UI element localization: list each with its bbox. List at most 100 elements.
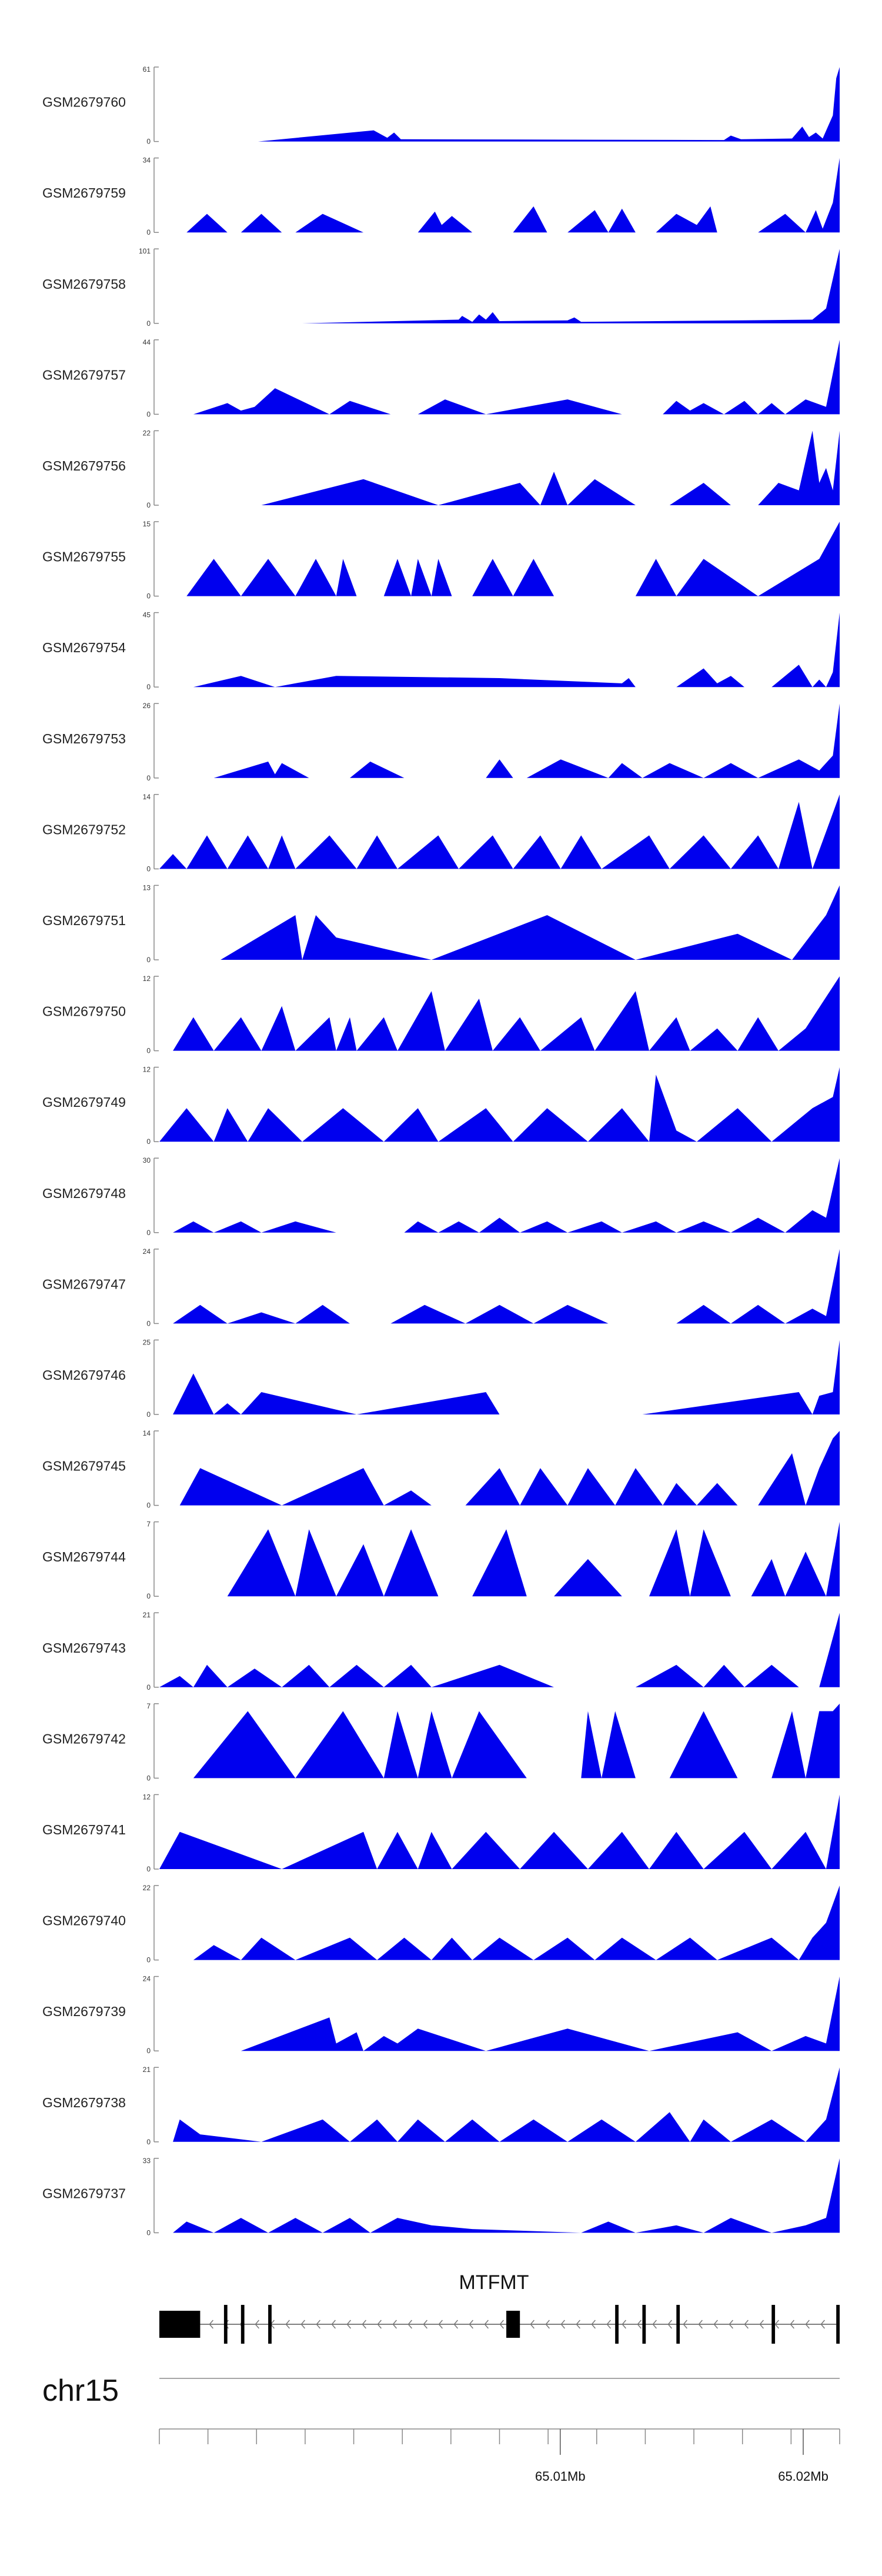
strand-arrow: [729, 2320, 733, 2329]
track-GSM2679742: GSM2679742 7 0: [42, 1702, 840, 1782]
coverage-area: [193, 339, 840, 415]
coverage-area: [159, 1794, 840, 1869]
strand-arrow: [637, 2320, 642, 2329]
ymin-label: 0: [146, 2047, 151, 2055]
ymin-label: 0: [146, 2228, 151, 2237]
ymax-label: 24: [143, 1247, 151, 1256]
strand-arrow: [407, 2320, 412, 2329]
track-GSM2679746: GSM2679746 25 0: [42, 1338, 840, 1419]
ymax-label: 101: [139, 247, 151, 255]
ymin-label: 0: [146, 410, 151, 418]
ymax-label: 45: [143, 611, 151, 619]
sample-label: GSM2679750: [42, 1004, 126, 1019]
coverage-area: [258, 67, 840, 142]
chromosome-track: chr15: [42, 2374, 119, 2408]
strand-arrow: [790, 2320, 794, 2329]
sample-label: GSM2679738: [42, 2095, 126, 2110]
strand-arrow: [820, 2320, 825, 2329]
ymax-label: 22: [143, 1884, 151, 1892]
strand-arrow: [774, 2320, 779, 2329]
track-GSM2679737: GSM2679737 33 0: [42, 2157, 840, 2237]
gene-exon: [159, 2311, 201, 2338]
ymax-label: 21: [143, 2066, 151, 2074]
strand-arrow: [285, 2320, 290, 2329]
strand-arrow: [744, 2320, 749, 2329]
strand-arrow: [698, 2320, 703, 2329]
genome-tick-label: 65.02Mb: [778, 2469, 828, 2484]
ymax-label: 15: [143, 520, 151, 528]
genome-axis: 65.01Mb 65.02Mb: [159, 2378, 840, 2484]
ymax-label: 12: [143, 975, 151, 983]
strand-arrow: [423, 2320, 427, 2329]
ymin-label: 0: [146, 865, 151, 873]
ymin-label: 0: [146, 319, 151, 328]
sample-label: GSM2679746: [42, 1367, 126, 1383]
strand-arrow: [560, 2320, 565, 2329]
coverage-area: [159, 794, 840, 869]
coverage-area: [261, 431, 840, 505]
sample-label: GSM2679759: [42, 185, 126, 201]
strand-arrow: [530, 2320, 534, 2329]
track-GSM2679751: GSM2679751 13 0: [42, 883, 840, 964]
strand-arrow: [713, 2320, 718, 2329]
sample-label: GSM2679751: [42, 913, 126, 928]
track-GSM2679760: GSM2679760 61 0: [42, 65, 840, 146]
coverage-area: [159, 1067, 840, 1142]
ymin-label: 0: [146, 2138, 151, 2146]
sample-label: GSM2679749: [42, 1095, 126, 1110]
ymin-label: 0: [146, 228, 151, 236]
strand-arrow: [346, 2320, 351, 2329]
ymax-label: 14: [143, 793, 151, 801]
gene-exon: [836, 2305, 840, 2344]
coverage-area: [193, 1703, 840, 1778]
ymax-label: 12: [143, 1793, 151, 1801]
sample-label: GSM2679743: [42, 1640, 126, 1656]
genome-tick-label: 65.01Mb: [535, 2469, 586, 2484]
ymin-label: 0: [146, 1683, 151, 1691]
ymin-label: 0: [146, 1956, 151, 1964]
coverage-area: [173, 2067, 840, 2142]
strand-arrow: [438, 2320, 443, 2329]
coverage-area: [159, 1613, 840, 1687]
sample-label: GSM2679744: [42, 1549, 126, 1564]
track-GSM2679756: GSM2679756 22 0: [42, 429, 840, 509]
strand-arrow: [316, 2320, 320, 2329]
sample-label: GSM2679755: [42, 549, 126, 565]
strand-arrow: [300, 2320, 305, 2329]
ymax-label: 61: [143, 65, 151, 74]
strand-arrow: [591, 2320, 596, 2329]
strand-arrow: [545, 2320, 550, 2329]
coverage-area: [227, 1521, 840, 1597]
strand-arrow: [331, 2320, 336, 2329]
coverage-area: [193, 1886, 840, 1960]
ymin-label: 0: [146, 1137, 151, 1146]
gene-exon: [240, 2305, 245, 2344]
sample-label: GSM2679740: [42, 1913, 126, 1928]
ymax-label: 34: [143, 156, 151, 165]
ymin-label: 0: [146, 501, 151, 509]
coverage-area: [186, 158, 840, 233]
strand-arrow: [622, 2320, 626, 2329]
track-GSM2679750: GSM2679750 12 0: [42, 975, 840, 1055]
track-GSM2679739: GSM2679739 24 0: [42, 1975, 840, 2055]
track-GSM2679741: GSM2679741 12 0: [42, 1793, 840, 1873]
strand-arrow: [499, 2320, 504, 2329]
coverage-area: [220, 885, 840, 960]
ymin-label: 0: [146, 1229, 151, 1237]
strand-arrow: [576, 2320, 580, 2329]
strand-arrow: [469, 2320, 473, 2329]
strand-arrow: [453, 2320, 458, 2329]
ymax-label: 24: [143, 1975, 151, 1983]
ymax-label: 33: [143, 2157, 151, 2165]
coverage-area: [173, 976, 840, 1051]
gene-track: MTFMT: [159, 2271, 840, 2344]
ymax-label: 14: [143, 1429, 151, 1437]
ymin-label: 0: [146, 774, 151, 782]
sample-label: GSM2679752: [42, 822, 126, 837]
track-GSM2679754: GSM2679754 45 0: [42, 611, 840, 691]
strand-arrow: [362, 2320, 366, 2329]
gene-exon: [676, 2305, 680, 2344]
strand-arrow: [392, 2320, 397, 2329]
ymax-label: 7: [146, 1702, 151, 1710]
ymax-label: 22: [143, 429, 151, 437]
